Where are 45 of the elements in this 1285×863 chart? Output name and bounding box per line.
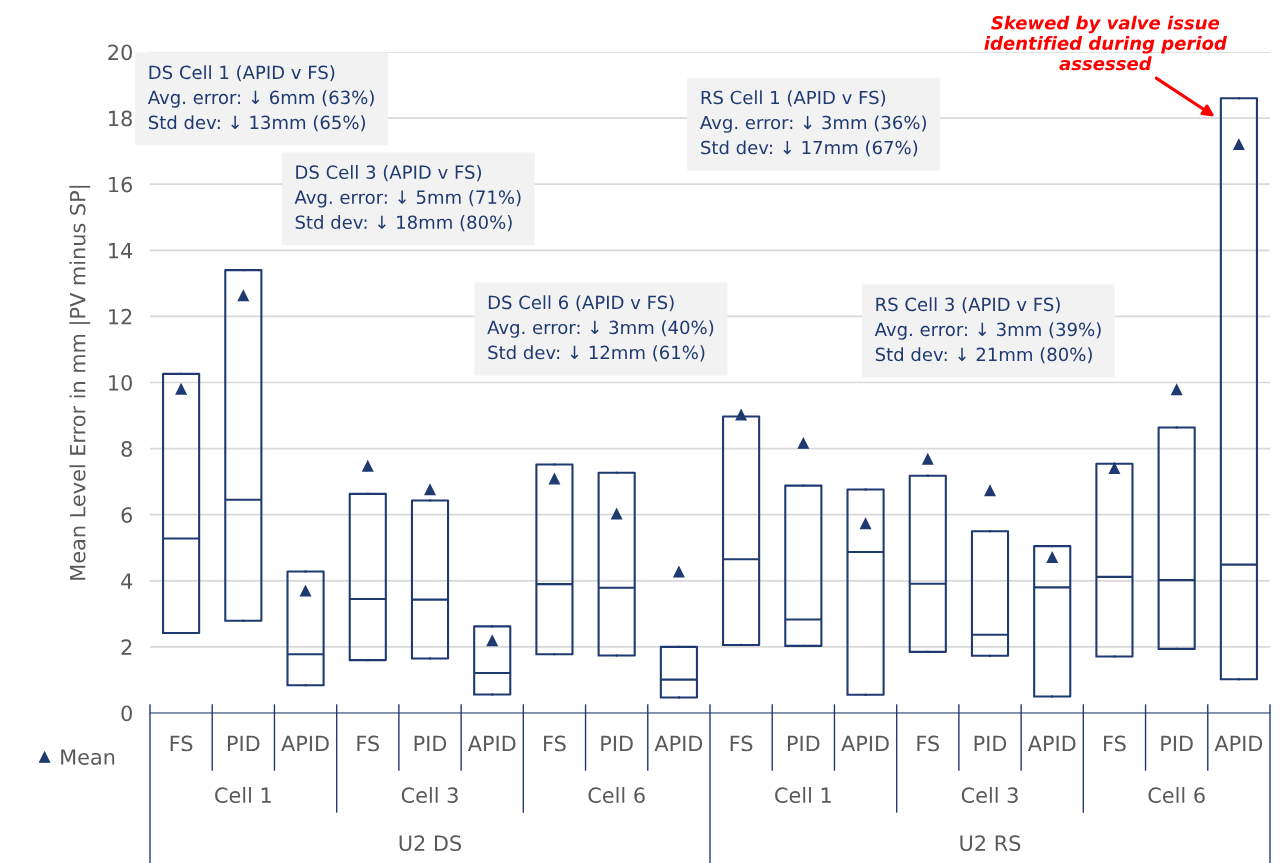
legend-label: Mean [61, 749, 115, 765]
x-tick-label: APID [654, 735, 703, 752]
x-tick-label: APID [1027, 735, 1076, 752]
x-tick-label: PID [228, 735, 260, 752]
x-tick-label: APID [281, 735, 329, 752]
x-tick-label: APID [1214, 735, 1263, 752]
y-axis-title: Mean Level Error in mm |PV minus SP| [69, 185, 91, 580]
y-tick-label: 4 [121, 573, 133, 589]
text: Cell 1 [215, 786, 271, 804]
x-tick-label: FS [357, 735, 380, 752]
text: U2 DS [399, 835, 462, 852]
x-tick-label: FS [1104, 735, 1126, 752]
annotation: RS Cell 1 (APID v FS) Avg. error: ↓ 3mm (36%) Std dev: ↓ 17mm (67%) [700, 90, 926, 157]
annotation: DS Cell 1 (APID v FS) Avg. error: ↓ 6mm (63%) Std dev: ↓ 13mm (65%) [147, 65, 374, 132]
annotation: DS Cell 6 (APID v FS) Avg. error: ↓ 3mm (40%) Std dev: ↓ 12mm (61%) [487, 295, 714, 362]
y-tick-label: 0 [121, 705, 132, 722]
text: U2 RS [960, 835, 1021, 852]
x-tick-label: PID [788, 735, 820, 752]
text: Cell 3 [961, 786, 1018, 804]
annotation: DS Cell 3 (APID v FS) Avg. error: ↓ 5mm (71%) Std dev: ↓ 18mm (80%) [294, 165, 521, 232]
text: Cell 6 [588, 786, 645, 804]
text: Cell 6 [1148, 786, 1205, 804]
x-tick-label: PID [1161, 735, 1193, 752]
x-tick-label: APID [841, 735, 889, 752]
y-tick-label: 12 [109, 308, 132, 325]
x-tick-label: PID [414, 735, 447, 752]
x-tick-label: FS [917, 735, 940, 752]
y-tick-label: 6 [121, 507, 133, 523]
annotation: RS Cell 3 (APID v FS) Avg. error: ↓ 3mm (39%) Std dev: ↓ 21mm (80%) [874, 297, 1101, 364]
y-tick-label: 8 [121, 441, 132, 457]
y-tick-label: 14 [109, 243, 133, 259]
y-tick-label: 20 [108, 44, 132, 61]
x-tick-label: FS [730, 735, 753, 752]
y-tick-label: 18 [109, 110, 132, 127]
annotation: Skewed by valve issue identified during period assessed [984, 15, 1228, 71]
y-tick-label: 10 [109, 374, 132, 391]
x-tick-label: PID [601, 735, 633, 752]
x-tick-label: PID [974, 735, 1007, 752]
x-tick-label: APID [467, 735, 516, 752]
x-tick-label: FS [544, 735, 566, 752]
y-tick-label: 16 [109, 176, 133, 193]
y-tick-label: 2 [121, 639, 132, 655]
text: Cell 1 [775, 786, 831, 804]
text: Cell 3 [401, 786, 458, 804]
x-tick-label: FS [170, 735, 193, 752]
